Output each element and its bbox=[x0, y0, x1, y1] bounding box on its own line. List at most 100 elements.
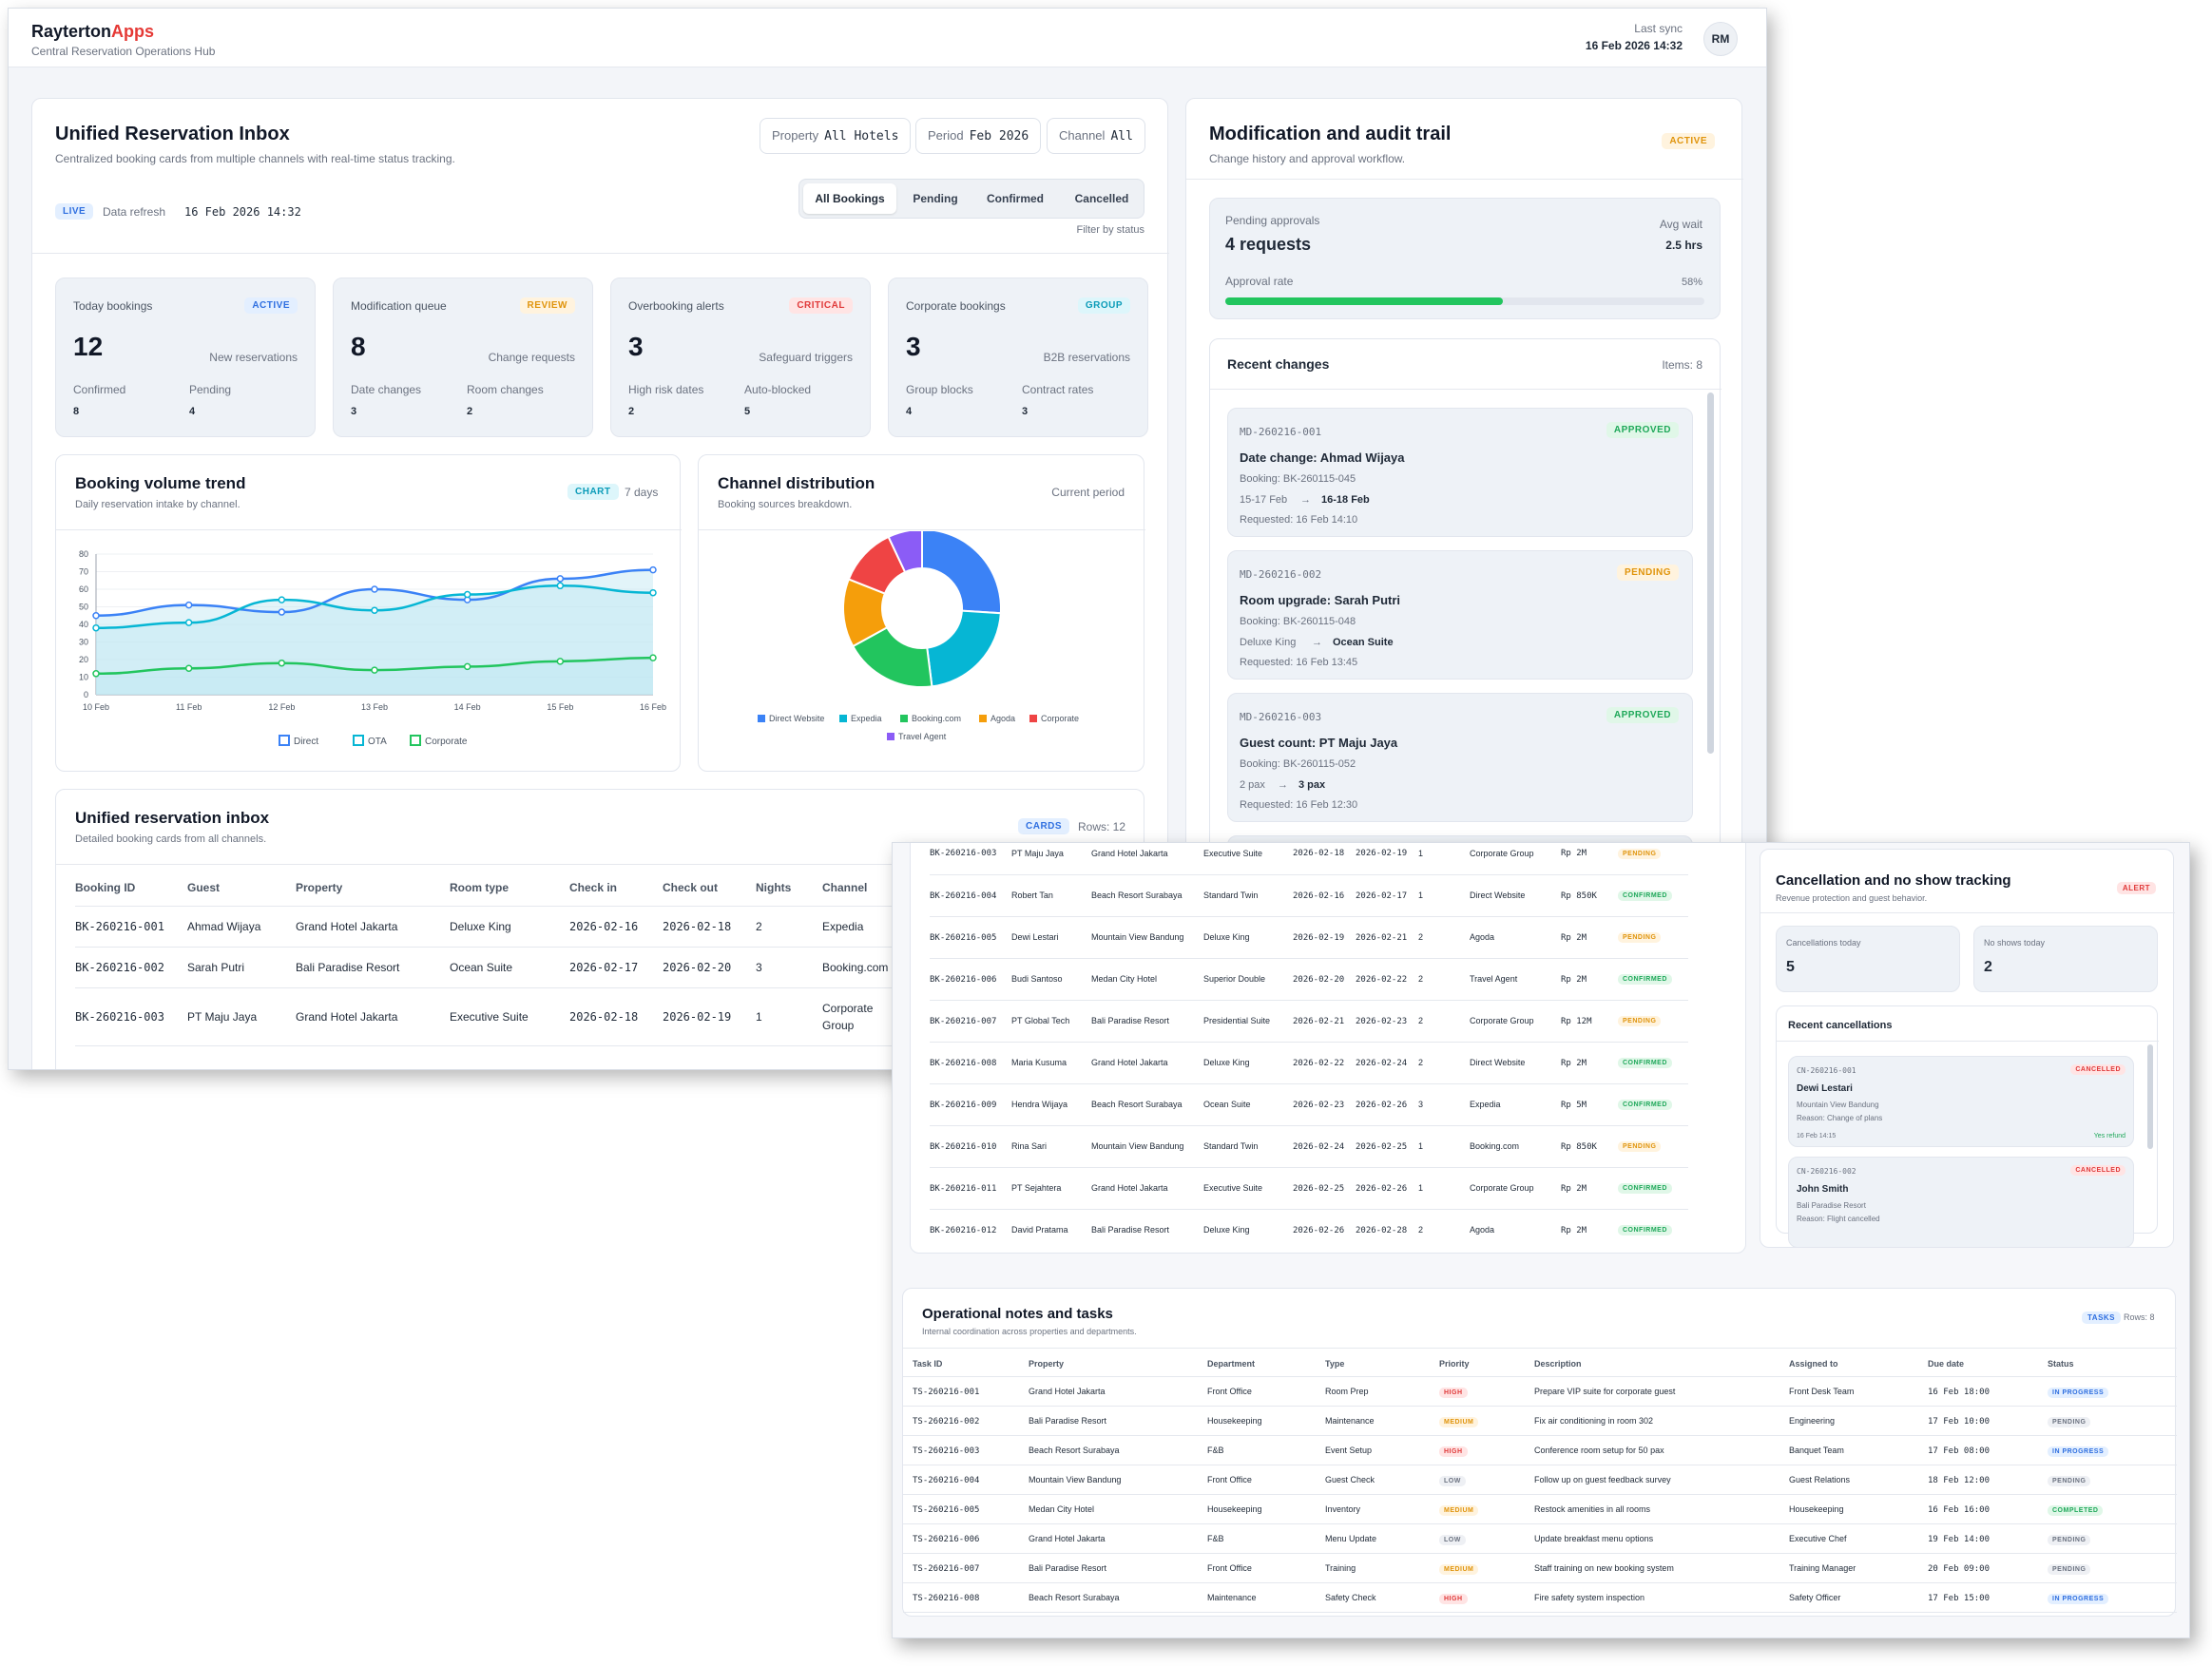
table-row[interactable]: BK-260216-009 Hendra Wijaya Beach Resort S… bbox=[930, 1083, 1688, 1126]
legend-swatch bbox=[839, 715, 847, 722]
change-card[interactable]: MD-260216-001 APPROVED Date change: Ahmad … bbox=[1227, 408, 1693, 537]
change-card[interactable]: MD-260216-002 PENDING Room upgrade: Sarah … bbox=[1227, 550, 1693, 680]
rate-bar-fill bbox=[1225, 297, 1504, 305]
tab-all-bookings[interactable]: All Bookings bbox=[803, 183, 896, 214]
column-header[interactable]: Nights bbox=[756, 881, 822, 907]
column-header[interactable]: Status bbox=[2048, 1351, 2177, 1377]
data-point bbox=[92, 623, 100, 632]
table-cell: Mountain View Bandung bbox=[1029, 1465, 1207, 1495]
kpi-sub-label: Room changes bbox=[467, 383, 544, 396]
table-row[interactable]: TS-260216-008 Beach Resort Surabaya Mainte… bbox=[903, 1582, 2177, 1613]
column-header[interactable]: Due date bbox=[1928, 1351, 2048, 1377]
cell-text: Grand Hotel Jakarta bbox=[1029, 1387, 1106, 1396]
table-row[interactable]: TS-260216-007 Bali Paradise Resort Front O… bbox=[903, 1553, 2177, 1583]
column-header[interactable]: Check in bbox=[569, 881, 663, 907]
cancellation-card[interactable]: CN-260216-002 CANCELLED John Smith Bali Par… bbox=[1788, 1157, 2134, 1248]
table-cell: Menu Update bbox=[1325, 1523, 1439, 1554]
table-row[interactable]: BK-260216-005 Dewi Lestari Mountain View B… bbox=[930, 916, 1688, 959]
table-cell: PT Sejahtera bbox=[1011, 1167, 1091, 1210]
legend-label: Expedia bbox=[851, 714, 882, 723]
table-row[interactable]: TS-260216-004 Mountain View Bandung Front … bbox=[903, 1465, 2177, 1495]
column-header[interactable]: Assigned to bbox=[1789, 1351, 1928, 1377]
change-status-badge: APPROVED bbox=[1606, 707, 1679, 723]
table-row[interactable]: TS-260216-001 Grand Hotel Jakarta Front Of… bbox=[903, 1376, 2177, 1407]
table-cell: BK-260216-012 bbox=[930, 1209, 1011, 1243]
kpi-sub-label: High risk dates bbox=[628, 383, 704, 396]
cell-text: 2026-02-16 bbox=[1293, 890, 1345, 901]
table-row[interactable]: TS-260216-002 Bali Paradise Resort Houseke… bbox=[903, 1406, 2177, 1436]
table-row[interactable]: TS-260216-003 Beach Resort Surabaya F&B Eve… bbox=[903, 1435, 2177, 1465]
table-row[interactable]: BK-260216-010 Rina Sari Mountain View Band… bbox=[930, 1125, 1688, 1168]
tab-confirmed[interactable]: Confirmed bbox=[987, 192, 1044, 205]
table-row[interactable]: BK-260216-003 PT Maju Jaya Grand Hotel Jak… bbox=[930, 843, 1688, 875]
column-header[interactable]: Room type bbox=[450, 881, 569, 907]
cell-text: Deluxe King bbox=[1203, 1058, 1250, 1067]
table-row[interactable]: BK-260216-012 David Pratama Bali Paradise … bbox=[930, 1209, 1688, 1243]
table-row[interactable]: BK-260216-002 Sarah Putri Bali Paradise Re… bbox=[75, 947, 908, 988]
table-row[interactable]: BK-260216-008 Maria Kusuma Grand Hotel Jak… bbox=[930, 1042, 1688, 1084]
table-row[interactable]: TS-260216-005 Medan City Hotel Housekeepin… bbox=[903, 1494, 2177, 1524]
status-badge: CONFIRMED bbox=[1618, 1058, 1672, 1068]
scrollbar[interactable] bbox=[1707, 393, 1714, 754]
tab-cancelled[interactable]: Cancelled bbox=[1074, 192, 1129, 205]
column-header[interactable]: Type bbox=[1325, 1351, 1439, 1377]
kpi-sub-label: Pending bbox=[189, 383, 232, 396]
tab-pending[interactable]: Pending bbox=[913, 192, 958, 205]
column-header[interactable]: Task ID bbox=[903, 1351, 1029, 1377]
cancellation-card[interactable]: CN-260216-001 CANCELLED Dewi Lestari Mounta… bbox=[1788, 1056, 2134, 1147]
column-header[interactable]: Guest bbox=[187, 881, 296, 907]
kpi-card[interactable]: Overbooking alerts CRITICAL 3 Safeguard tri… bbox=[610, 278, 871, 437]
cell-text: Corporate Group bbox=[1470, 1183, 1534, 1193]
status-badge: CONFIRMED bbox=[1618, 974, 1672, 985]
table-cell: Bali Paradise Resort bbox=[1029, 1553, 1207, 1583]
table-row[interactable]: BK-260216-006 Budi Santoso Medan City Hote… bbox=[930, 958, 1688, 1001]
table-row[interactable]: BK-260216-003 PT Maju Jaya Grand Hotel Jak… bbox=[75, 987, 908, 1046]
table-scroll[interactable]: BK-260216-003 PT Maju Jaya Grand Hotel Jak… bbox=[911, 843, 1747, 1243]
table-row[interactable]: BK-260216-004 Robert Tan Beach Resort Sura… bbox=[930, 874, 1688, 917]
filter-channel[interactable]: Channel All bbox=[1047, 118, 1145, 154]
kpi-note: New reservations bbox=[209, 351, 298, 364]
trend-desc: Daily reservation intake by channel. bbox=[75, 499, 240, 510]
user-avatar[interactable]: RM bbox=[1703, 22, 1738, 56]
kpi-card[interactable]: Today bookings ACTIVE 12 New reservations Co… bbox=[55, 278, 316, 437]
cell-text: Menu Update bbox=[1325, 1534, 1377, 1543]
column-header[interactable]: Priority bbox=[1439, 1351, 1534, 1377]
kpi-card[interactable]: Corporate bookings GROUP 3 B2B reservations… bbox=[888, 278, 1148, 437]
table-row[interactable]: BK-260216-011 PT Sejahtera Grand Hotel Jak… bbox=[930, 1167, 1688, 1210]
table-row[interactable]: BK-260216-001 Ahmad Wijaya Grand Hotel Jak… bbox=[75, 906, 908, 948]
brand-logo[interactable]: RaytertonApps bbox=[31, 22, 154, 42]
column-header[interactable]: Property bbox=[296, 881, 450, 907]
table-cell: CONFIRMED bbox=[1618, 874, 1688, 917]
change-title: Guest count: PT Maju Jaya bbox=[1240, 736, 1398, 750]
filter-period[interactable]: Period Feb 2026 bbox=[915, 118, 1042, 154]
cell-text: 2026-02-21 bbox=[1293, 1016, 1345, 1026]
table-scroll[interactable]: Booking ID Guest Property Room type Check in… bbox=[56, 881, 1145, 1069]
column-header[interactable]: Check out bbox=[663, 881, 756, 907]
tasks-panel: Operational notes and tasks Internal coo… bbox=[902, 1288, 2177, 1617]
cell-text: Beach Resort Surabaya bbox=[1091, 1100, 1183, 1109]
table-cell: Guest Check bbox=[1325, 1465, 1439, 1495]
table-row[interactable]: TS-260216-006 Grand Hotel Jakarta F&B Menu … bbox=[903, 1523, 2177, 1554]
kpi-card[interactable]: Modification queue REVIEW 8 Change requests… bbox=[333, 278, 593, 437]
y-tick-label: 20 bbox=[79, 655, 88, 664]
change-id: MD-260216-001 bbox=[1240, 426, 1322, 438]
table-cell: 2026-02-25 bbox=[1293, 1167, 1356, 1210]
items-count: Items: 8 bbox=[1662, 358, 1702, 372]
cell-text: Conference room setup for 50 pax bbox=[1534, 1446, 1664, 1455]
filter-property[interactable]: Property All Hotels bbox=[760, 118, 912, 154]
table-cell: Bali Paradise Resort bbox=[1091, 1209, 1203, 1243]
column-header[interactable]: Description bbox=[1534, 1351, 1789, 1377]
kpi-sub-value: 3 bbox=[1022, 406, 1029, 417]
column-header[interactable]: Department bbox=[1207, 1351, 1325, 1377]
table-cell: IN PROGRESS bbox=[2048, 1376, 2177, 1407]
cell-text: Housekeeping bbox=[1789, 1504, 1844, 1514]
data-point bbox=[184, 601, 193, 609]
kpi-sub-value: 8 bbox=[73, 406, 80, 417]
table-row[interactable]: BK-260216-007 PT Global Tech Bali Paradise… bbox=[930, 1000, 1688, 1043]
column-header[interactable]: Booking ID bbox=[75, 881, 187, 907]
scrollbar[interactable] bbox=[2147, 1044, 2153, 1149]
change-card[interactable]: MD-260216-003 APPROVED Guest count: PT Maj… bbox=[1227, 693, 1693, 822]
column-header[interactable]: Property bbox=[1029, 1351, 1207, 1377]
table-cell: Agoda bbox=[1470, 1209, 1561, 1243]
table-cell: 2026-02-17 bbox=[1356, 874, 1418, 917]
